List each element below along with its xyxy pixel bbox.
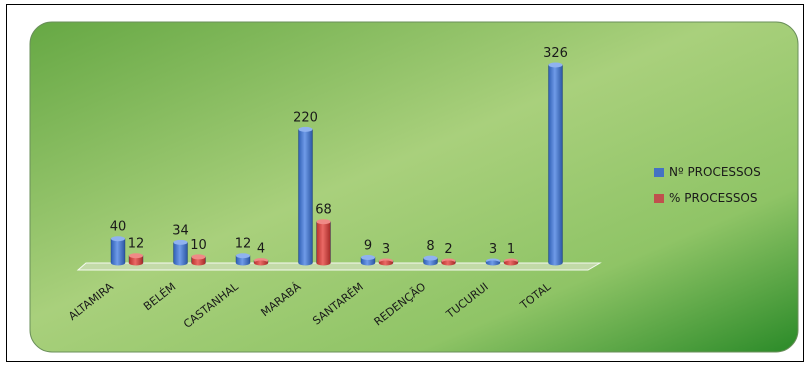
data-label: 8 [426,239,434,254]
data-label: 326 [543,46,568,61]
bar-processos-6 [485,258,501,266]
bar-percent-6 [503,258,519,266]
bar-percent-4 [378,258,394,266]
bar-processos-1 [173,239,188,266]
data-label: 12 [235,237,252,252]
data-label: 68 [315,203,332,218]
bar-percent-3 [316,219,331,266]
data-label: 2 [444,242,452,257]
data-label: 3 [489,242,497,257]
data-label: 9 [364,239,372,254]
data-label: 1 [507,242,515,257]
bar-processos-4 [360,255,376,266]
data-label: 40 [110,220,127,235]
bar-processos-7 [548,62,563,266]
bar-processos-0 [110,236,126,266]
bar-percent-1 [191,254,206,266]
legend-label: Nº PROCESSOS [669,165,761,179]
bar-percent-0 [128,253,144,266]
bar-processos-5 [423,255,438,266]
legend-swatch [654,168,664,177]
bar-processos-2 [235,253,251,266]
data-label: 3 [382,242,390,257]
data-label: 4 [257,242,265,257]
bar-processos-3 [298,126,313,266]
data-label: 220 [293,110,318,125]
bar-percent-5 [441,258,456,266]
legend-label: % PROCESSOS [669,191,758,205]
chart-floor [76,262,602,271]
data-label: 12 [128,237,145,252]
legend-swatch [654,194,664,203]
bar-percent-2 [253,258,269,266]
data-label: 10 [190,238,207,253]
data-label: 34 [172,223,189,238]
